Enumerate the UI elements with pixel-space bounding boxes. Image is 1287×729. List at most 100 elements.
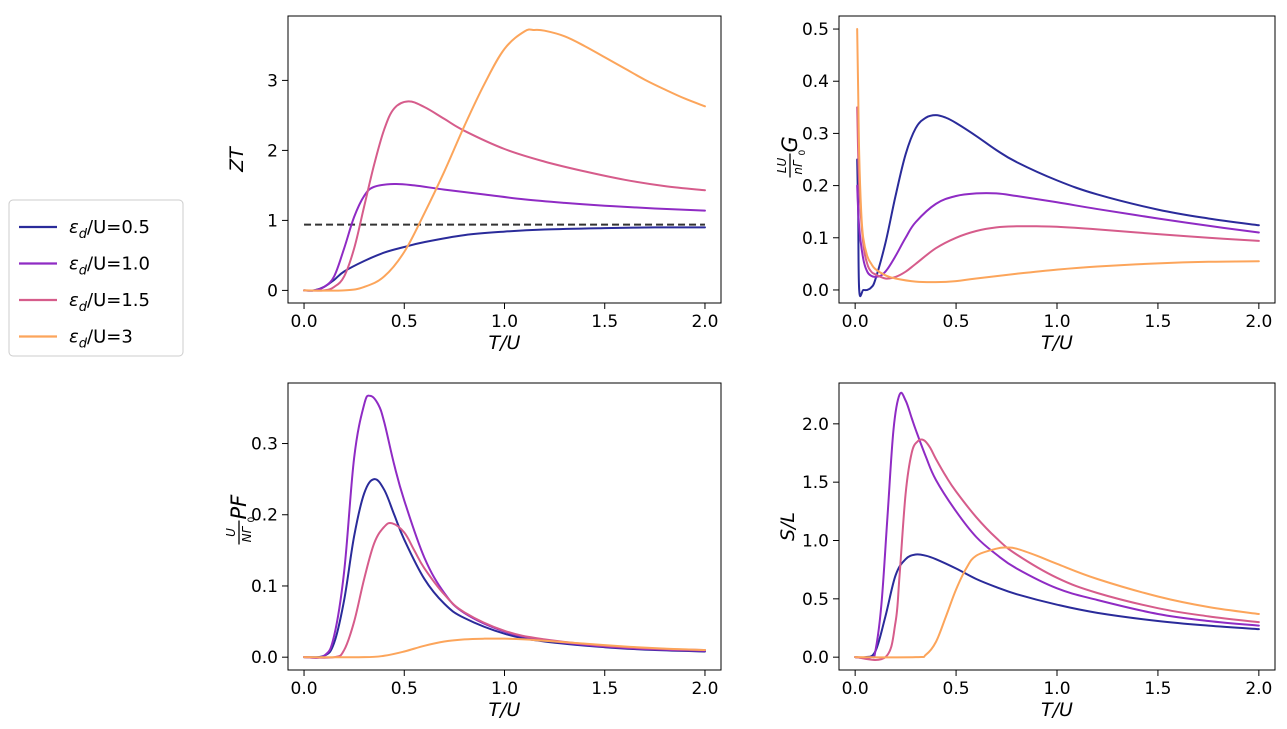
chart-g: 0.0 0.5 1.0 1.5 2.0 0.0 0.1 0.2 0.3 0.4 0.5 T/U LU nΓ… xyxy=(775,15,1276,354)
legend-label: εd/U=1.5 xyxy=(69,290,150,315)
legend-label: εd/U=0.5 xyxy=(69,217,150,242)
x-tick-label: 1.5 xyxy=(1144,312,1171,332)
ylabel-denominator-subscript: 0 xyxy=(247,517,257,523)
chart-pf: 0.0 0.5 1.0 1.5 2.0 0.0 0.1 0.2 0.3 T/U U NΓ 0PF xyxy=(224,382,722,721)
x-axis-label: T/U xyxy=(1041,699,1073,721)
x-tick-label: 1.0 xyxy=(491,312,518,332)
y-tick-label: 3 xyxy=(267,71,278,91)
ylabel-suffix: PF xyxy=(227,494,251,520)
legend-label: εd/U=3 xyxy=(69,327,133,352)
legend-label-base: ε xyxy=(69,217,79,238)
x-tick-label: 1.5 xyxy=(591,679,618,699)
series-line--d-u-1-5 xyxy=(303,521,706,659)
x-tick-label: 1.0 xyxy=(1043,679,1070,699)
y-tick-label: 1 xyxy=(267,211,278,231)
x-tick-label: 2.0 xyxy=(691,679,718,699)
legend-label-rest: /U=1.5 xyxy=(87,290,150,311)
x-tick-label: 0.0 xyxy=(291,312,318,332)
plot-frame xyxy=(287,382,722,671)
x-tick-label: 2.0 xyxy=(1245,679,1272,699)
series-line--d-u-3 xyxy=(303,637,706,659)
ylabel-denominator: nΓ xyxy=(791,159,805,175)
y-tick-label: 1.5 xyxy=(802,473,829,493)
legend-label-rest: /U=0.5 xyxy=(87,217,150,238)
series-line--d-u-3 xyxy=(856,28,1260,284)
legend-label-subscript: d xyxy=(79,227,88,242)
series-line--d-u-1-0 xyxy=(303,394,706,659)
x-tick-label: 1.5 xyxy=(1144,679,1171,699)
plot-frame xyxy=(287,15,722,304)
legend-label-subscript: d xyxy=(79,300,88,315)
y-axis-label: LU nΓ 0G xyxy=(775,136,808,178)
x-axis-label: T/U xyxy=(489,699,521,721)
y-tick-label: 2.0 xyxy=(802,415,829,435)
y-axis-label: ZT xyxy=(226,146,248,173)
series-line--d-u-3 xyxy=(854,546,1260,659)
y-tick-label: 0.0 xyxy=(251,648,278,668)
plot-frame xyxy=(838,15,1276,304)
y-tick-label: 0.2 xyxy=(802,177,829,197)
series-line--d-u-1-0 xyxy=(854,391,1260,659)
legend-item: εd/U=1.5 xyxy=(19,290,150,315)
legend-item: εd/U=1.0 xyxy=(19,254,150,279)
y-tick-label: 0.1 xyxy=(802,229,829,249)
y-tick-label: 0.1 xyxy=(251,577,278,597)
ylabel-denominator: NΓ xyxy=(240,525,254,542)
series-line--d-u-3 xyxy=(303,28,706,292)
x-tick-label: 1.0 xyxy=(1043,312,1070,332)
y-tick-label: 0.0 xyxy=(802,281,829,301)
legend-frame xyxy=(8,199,184,357)
plot-frame xyxy=(838,382,1276,671)
ylabel-numerator: U xyxy=(224,528,238,537)
y-tick-label: 0.3 xyxy=(251,435,278,455)
legend-label-base: ε xyxy=(69,290,79,311)
legend-label-base: ε xyxy=(69,327,79,348)
x-tick-label: 0.0 xyxy=(291,679,318,699)
series-line--d-u-0-5 xyxy=(854,553,1260,659)
y-axis-label: U NΓ 0PF xyxy=(224,494,257,545)
y-tick-label: 0 xyxy=(267,281,278,301)
ylabel-numerator: LU xyxy=(775,158,789,174)
x-axis-label: T/U xyxy=(489,332,521,354)
legend-label: εd/U=1.0 xyxy=(69,254,150,279)
series-line--d-u-1-0 xyxy=(303,182,706,292)
x-tick-label: 1.5 xyxy=(591,312,618,332)
x-tick-label: 0.0 xyxy=(842,679,869,699)
y-tick-label: 2 xyxy=(267,141,278,161)
series-line--d-u-1-5 xyxy=(856,106,1260,280)
y-tick-label: 0.4 xyxy=(802,72,829,92)
x-tick-label: 1.0 xyxy=(491,679,518,699)
series-line--d-u-1-5 xyxy=(854,438,1260,661)
x-tick-label: 0.5 xyxy=(943,679,970,699)
legend-label-subscript: d xyxy=(79,337,88,352)
chart-sl: 0.0 0.5 1.0 1.5 2.0 0.0 0.5 1.0 1.5 2.0 T/U S/L xyxy=(777,382,1276,721)
x-tick-label: 0.0 xyxy=(842,312,869,332)
y-tick-label: 0.0 xyxy=(802,648,829,668)
y-tick-label: 0.5 xyxy=(802,590,829,610)
legend-label-rest: /U=3 xyxy=(87,327,133,348)
legend-label-rest: /U=1.0 xyxy=(87,254,150,275)
legend-label-base: ε xyxy=(69,254,79,275)
x-tick-label: 2.0 xyxy=(691,312,718,332)
ylabel-suffix: G xyxy=(778,136,802,152)
series-line--d-u-0-5 xyxy=(856,114,1260,298)
x-tick-label: 0.5 xyxy=(391,312,418,332)
y-tick-label: 0.5 xyxy=(802,20,829,40)
y-tick-label: 0.3 xyxy=(802,124,829,144)
legend-label-subscript: d xyxy=(79,264,88,279)
y-tick-label: 1.0 xyxy=(802,532,829,552)
ylabel-denominator-subscript: 0 xyxy=(798,150,808,156)
series-line--d-u-1-0 xyxy=(856,184,1260,278)
x-tick-label: 0.5 xyxy=(391,679,418,699)
x-axis-label: T/U xyxy=(1041,332,1073,354)
series-line--d-u-1-5 xyxy=(303,100,706,292)
legend: εd/U=0.5εd/U=1.0εd/U=1.5εd/U=3 xyxy=(8,199,184,357)
y-axis-label: S/L xyxy=(777,512,799,541)
x-tick-label: 0.5 xyxy=(943,312,970,332)
chart-zt: 0.0 0.5 1.0 1.5 2.0 0 1 2 3 T/U ZT xyxy=(226,15,722,354)
legend-item: εd/U=3 xyxy=(19,327,133,352)
legend-item: εd/U=0.5 xyxy=(19,217,150,242)
series-line--d-u-0-5 xyxy=(303,226,706,292)
y-tick-label: 0.2 xyxy=(251,506,278,526)
